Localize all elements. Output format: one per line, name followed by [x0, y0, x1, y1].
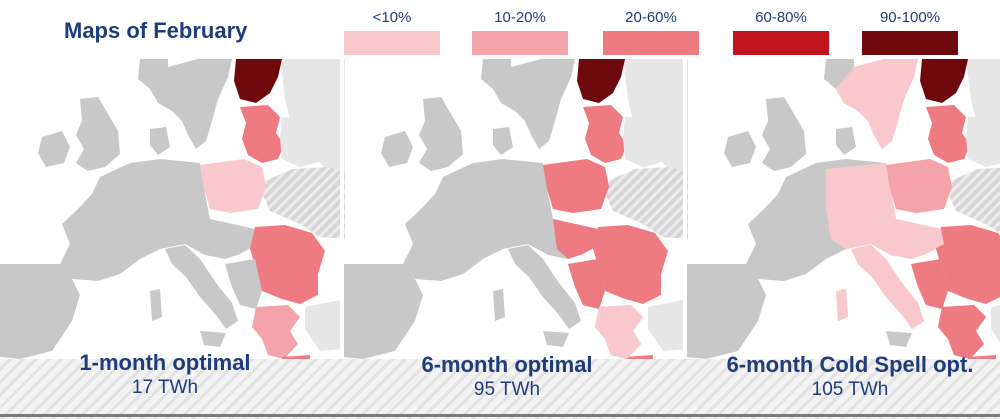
legend-item-90-100: 90-100% [862, 8, 958, 55]
legend-label: <10% [372, 9, 412, 26]
map-value: 17 TWh [131, 377, 199, 398]
map-value: 95 TWh [473, 379, 541, 400]
map-6-month-optimal [343, 59, 688, 359]
legend-label: 90-100% [879, 9, 941, 26]
legend-swatch [603, 31, 699, 55]
maps-area [0, 59, 1000, 359]
map-6-month-cold-spell [686, 59, 1000, 359]
legend-item-lt10: <10% [344, 8, 440, 55]
legend-item-20-60: 20-60% [603, 8, 699, 55]
legend-item-60-80: 60-80% [733, 8, 829, 55]
map-1-month-optimal [0, 59, 345, 359]
map-caption-2: 6-month optimal 95 TWh [357, 352, 657, 402]
legend-item-10-20: 10-20% [472, 8, 568, 55]
legend-label: 60-80% [755, 9, 807, 26]
map-caption-1: 1-month optimal 17 TWh [15, 350, 315, 400]
legend-label: 20-60% [625, 9, 677, 26]
map-value: 105 TWh [811, 379, 889, 400]
legend-swatch [862, 31, 958, 55]
map-caption-3: 6-month Cold Spell opt. 105 TWh [700, 352, 1000, 402]
map-title: 6-month Cold Spell opt. [726, 352, 974, 377]
map-title: 1-month optimal [79, 350, 251, 375]
legend-label: 10-20% [494, 9, 546, 26]
legend-swatch [344, 31, 440, 55]
footer-divider [0, 414, 1000, 417]
footer-band [0, 359, 1000, 419]
map-title: 6-month optimal [421, 352, 593, 377]
page-title: Maps of February [64, 18, 248, 43]
legend-swatch [733, 31, 829, 55]
legend-swatch [472, 31, 568, 55]
